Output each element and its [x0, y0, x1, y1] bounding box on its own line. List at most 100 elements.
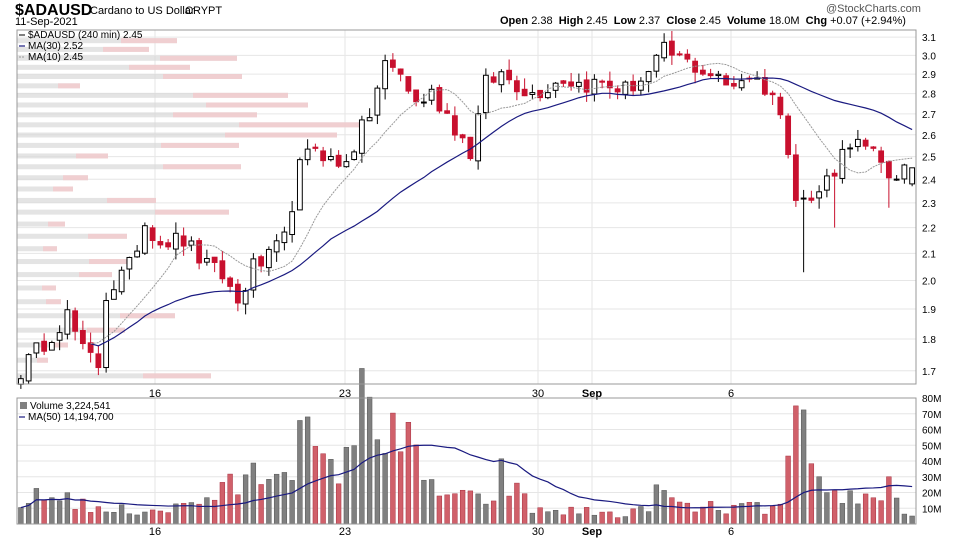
- volume-profile-bar: [17, 122, 359, 128]
- open-value: 2.38: [531, 15, 553, 27]
- volume-bar: [552, 509, 559, 525]
- candlestick: [831, 172, 838, 177]
- candlestick: [854, 138, 861, 148]
- volume-bar: [204, 497, 210, 525]
- volume-bar: [545, 511, 551, 525]
- volume-bar: [266, 479, 272, 525]
- volume-profile-down: [103, 46, 149, 52]
- price-tick-label: 3.1: [922, 33, 936, 44]
- volume-bar: [467, 490, 474, 525]
- legend-ma10: MA(10) 2.45: [28, 52, 83, 63]
- candlestick: [273, 240, 280, 253]
- volume-bar: [886, 476, 892, 525]
- volume-bar: [769, 505, 776, 525]
- volume-bar: [490, 500, 497, 525]
- low-label: Low: [613, 15, 636, 27]
- volume-bar: [366, 396, 373, 525]
- volume-bar: [297, 420, 303, 525]
- volume-bar: [173, 503, 179, 525]
- candlestick: [320, 150, 327, 162]
- volume-bar: [645, 511, 652, 525]
- price-tick-label: 3.0: [922, 51, 936, 62]
- volume-bar: [483, 503, 489, 525]
- volume-profile-down: [43, 246, 57, 252]
- date-tick-label: Sep: [582, 526, 602, 538]
- volume-profile-down: [121, 38, 177, 44]
- price-panel-frame: [16, 29, 917, 385]
- candlestick: [258, 256, 265, 267]
- volume-bar: [328, 459, 334, 525]
- legend-volume: Volume 3,224,541: [30, 401, 111, 412]
- volume-bar: [56, 500, 63, 525]
- volume-bar: [785, 455, 791, 525]
- volume-bar: [731, 504, 737, 525]
- volume-bar: [607, 511, 613, 525]
- volume-bar: [669, 497, 675, 525]
- candlestick: [529, 92, 536, 95]
- volume-bar: [397, 451, 404, 525]
- volume-profile-bar: [17, 64, 190, 70]
- close-label: Close: [666, 15, 697, 27]
- candlestick: [289, 211, 296, 236]
- volume-profile-bar: [17, 74, 242, 80]
- volume-bar: [459, 489, 466, 525]
- volume-bar: [235, 494, 241, 525]
- price-tick-label: 2.3: [922, 199, 936, 210]
- candlestick: [118, 269, 125, 293]
- volume-bar: [219, 482, 226, 525]
- volume-profile-down: [76, 153, 108, 159]
- volume-label: Volume: [726, 15, 766, 27]
- volume-bar: [64, 492, 71, 525]
- volume-bar: [242, 474, 249, 525]
- volume-profile-down: [48, 221, 65, 227]
- date-tick-label: 16: [149, 526, 161, 538]
- candlestick: [684, 53, 691, 60]
- volume-bar: [444, 494, 450, 525]
- candlestick: [878, 150, 885, 163]
- volume-bar: [793, 405, 799, 525]
- volume-bar: [824, 492, 830, 525]
- volume-bar: [126, 513, 133, 525]
- volume-profile-bar: [17, 55, 237, 61]
- volume-profile-bar: [17, 313, 175, 319]
- candlestick: [366, 117, 373, 122]
- price-tick-label: 2.2: [922, 224, 936, 235]
- candlestick: [397, 68, 404, 75]
- volume-bar: [273, 473, 280, 525]
- candlestick: [33, 342, 40, 354]
- candlestick: [560, 80, 567, 84]
- volume-bar: [901, 513, 908, 525]
- candlestick: [56, 332, 63, 341]
- volume-bar: [382, 453, 388, 525]
- volume-profile-bar: [17, 83, 80, 89]
- candlestick: [436, 87, 443, 112]
- volume-bar: [700, 506, 706, 525]
- candlestick: [777, 96, 784, 116]
- volume-profile-down: [163, 74, 242, 80]
- candlestick: [513, 80, 520, 93]
- volume-bar: [180, 503, 187, 525]
- volume-bar: [149, 509, 156, 525]
- candlestick: [645, 71, 652, 83]
- volume-bar: [514, 482, 520, 525]
- volume-bar: [18, 507, 24, 525]
- moving-averages: [90, 62, 913, 347]
- candlestick: [847, 147, 854, 150]
- candlestick: [490, 76, 497, 83]
- volume-bar: [452, 493, 458, 525]
- volume-bar: [165, 512, 171, 525]
- volume-bar: [808, 463, 815, 525]
- legend-price: $ADAUSD (240 min) 2.45: [28, 30, 143, 41]
- volume-profile-bar: [17, 46, 149, 52]
- date-tick-label: 30: [532, 388, 544, 400]
- candlestick: [281, 231, 288, 244]
- volume-bar: [878, 500, 884, 525]
- ticker-symbol: $ADAUSD: [15, 2, 93, 19]
- candlestick: [622, 81, 629, 95]
- legend-volume-ma: MA(50) 14,194,700: [28, 412, 114, 423]
- candlestick: [203, 258, 210, 263]
- candlestick: [327, 156, 334, 161]
- candlestick: [521, 88, 528, 97]
- candlestick: [816, 191, 823, 199]
